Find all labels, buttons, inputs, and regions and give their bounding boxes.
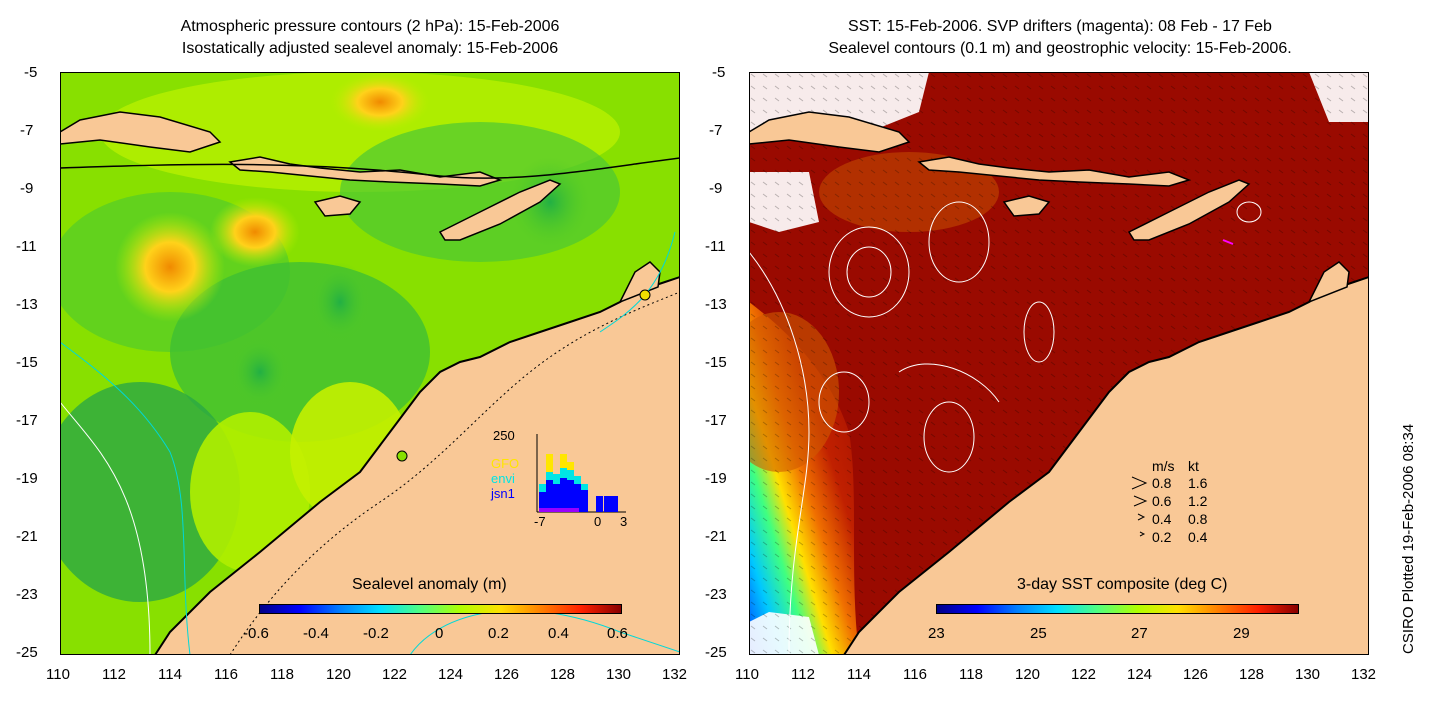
lat-tick: -19 [16,470,38,487]
lon-tick: 132 [662,666,688,683]
lat-tick: -23 [16,586,38,603]
lon-tick: 124 [438,666,464,683]
lon-tick: 116 [903,666,927,683]
lat-tick: -23 [705,586,727,603]
altimeter-inset: 250 GFO envi jsn1 -7 0 3 [486,428,636,529]
lesser-sunda-islands [917,156,1192,187]
sla-tick: -0.4 [303,625,329,642]
lat-tick: -21 [705,528,727,545]
lat-tick: -15 [16,354,38,371]
lon-tick: 132 [1351,666,1377,683]
velocity-key-ms: 0.6 [1152,493,1172,509]
velocity-key-header-kt: kt [1188,458,1199,474]
sealevel-contours [749,201,1262,655]
lat-tick: -17 [16,412,38,429]
lon-tick: 118 [959,666,983,683]
lat-tick: -13 [705,296,727,313]
lon-tick: 112 [791,666,815,683]
lat-tick: -11 [16,238,37,255]
lon-tick: 110 [46,666,70,683]
java-island [749,111,911,153]
lat-tick: -7 [709,122,723,139]
left-title-line1: Atmospheric pressure contours (2 hPa): 1… [180,18,560,35]
inset-xtick: 0 [594,514,602,529]
velocity-key-kt: 1.2 [1188,493,1208,509]
sla-tick: 0 [435,625,444,642]
sla-colorbar-title: Sealevel anomaly (m) [352,576,507,593]
sumba-island [313,195,362,217]
lat-tick: -13 [16,296,38,313]
lat-tick: -5 [24,64,38,81]
lat-tick: -19 [705,470,727,487]
velocity-key-arrows [1131,476,1148,537]
lon-tick: 124 [1127,666,1153,683]
lat-tick: -11 [705,238,726,255]
lon-tick: 128 [550,666,576,683]
sst-colorbar-title: 3-day SST composite (deg C) [1017,576,1228,593]
sla-colorbar [259,604,622,614]
sla-map [60,72,680,655]
lon-tick: 120 [326,666,352,683]
inset-legend-gfo: GFO [491,456,520,471]
lon-tick: 126 [494,666,520,683]
lon-tick: 114 [847,666,871,683]
right-title-line1: SST: 15-Feb-2006. SVP drifters (magenta)… [848,18,1272,35]
lon-tick: 120 [1015,666,1041,683]
right-title: SST: 15-Feb-2006. SVP drifters (magenta)… [745,16,1375,60]
lon-tick: 126 [1183,666,1209,683]
sla-tick: -0.6 [243,625,269,642]
velocity-key-kt: 0.4 [1188,529,1208,545]
sst-map [749,72,1369,655]
velocity-key-header-ms: m/s [1152,458,1175,474]
inset-max-label: 250 [493,428,515,443]
lat-tick: -15 [705,354,727,371]
sst-tick: 27 [1131,625,1148,642]
sst-tick: 29 [1233,625,1250,642]
lon-tick: 112 [102,666,126,683]
velocity-key-ms: 0.2 [1152,529,1172,545]
timor-island [438,179,562,241]
lat-tick: -17 [705,412,727,429]
sla-tick: 0.4 [548,625,569,642]
inset-legend-jsn1: jsn1 [491,486,515,501]
timor-island [1127,179,1251,241]
lat-tick: -25 [705,644,727,661]
lat-tick: -9 [709,180,723,197]
sla-tick: 0.6 [607,625,628,642]
lat-tick: -21 [16,528,38,545]
lon-tick: 122 [1071,666,1097,683]
lon-tick: 122 [382,666,408,683]
plot-credit: CSIRO Plotted 19-Feb-2006 08:34 [1400,423,1417,654]
velocity-key-kt: 1.6 [1188,475,1208,491]
lon-tick: 114 [158,666,182,683]
velocity-key-kt: 0.8 [1188,511,1208,527]
sst-tick: 23 [928,625,945,642]
velocity-key: m/s kt 0.8 1.6 0.6 1.2 0.4 0.8 0.2 0.4 [1120,458,1240,548]
sla-tick: 0.2 [488,625,509,642]
left-title-line2: Isostatically adjusted sealevel anomaly:… [181,40,559,57]
lat-tick: -7 [20,122,34,139]
sst-colorbar [936,604,1299,614]
lon-tick: 118 [270,666,294,683]
velocity-key-ms: 0.4 [1152,511,1172,527]
lon-tick: 130 [1295,666,1321,683]
java-island [60,111,222,153]
sst-tick: 25 [1030,625,1047,642]
inset-histogram [536,434,626,513]
sla-tick: -0.2 [363,625,389,642]
lon-tick: 116 [214,666,238,683]
sumba-island [1002,195,1051,217]
lon-tick: 130 [606,666,632,683]
lat-tick: -5 [712,64,726,81]
velocity-key-ms: 0.8 [1152,475,1172,491]
lon-tick: 128 [1239,666,1265,683]
lon-tick: 110 [735,666,759,683]
inset-xtick: -7 [534,514,546,529]
right-title-line2: Sealevel contours (0.1 m) and geostrophi… [828,40,1292,57]
left-title: Atmospheric pressure contours (2 hPa): 1… [60,16,680,60]
lat-tick: -25 [16,644,38,661]
inset-legend-envi: envi [491,471,515,486]
lat-tick: -9 [20,180,34,197]
inset-xtick: 3 [620,514,628,529]
